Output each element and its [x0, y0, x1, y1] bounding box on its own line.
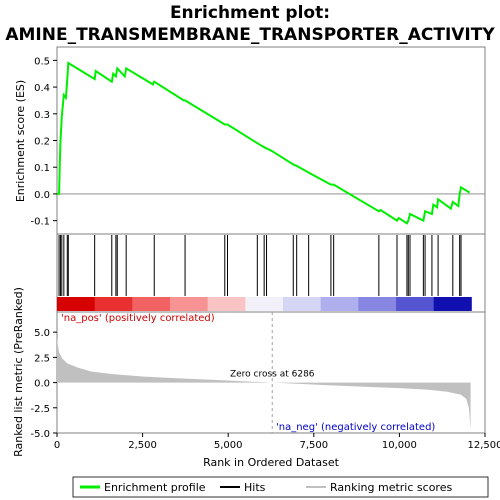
es-y-ticks: -0.1 0.0 0.1 0.2 0.3 0.4 0.5 — [30, 56, 57, 228]
gradient-segment — [433, 297, 472, 311]
metric-y-axis-label: Ranked list metric (PreRanked) — [12, 287, 25, 457]
metric-y-ticks: -5.0 -2.5 0.0 2.5 5.0 — [30, 328, 57, 440]
es-curve — [57, 61, 471, 225]
es-panel-frame — [56, 46, 486, 235]
chart-title-line2: AMINE_TRANSMEMBRANE_TRANSPORTER_ACTIVITY — [5, 25, 495, 45]
gradient-segment — [207, 297, 246, 311]
metric-y-tick-label: 2.5 — [34, 353, 50, 364]
es-y-tick-label: 0.5 — [34, 56, 50, 67]
x-tick-label: 12,500 — [468, 440, 500, 451]
gradient-segment — [282, 297, 322, 311]
x-tick-label: 5,000 — [214, 440, 243, 451]
hit-lines — [58, 235, 462, 296]
x-tick-label: 10,000 — [382, 440, 417, 451]
metric-y-tick-label: -2.5 — [30, 404, 50, 415]
x-tick-label: 0 — [54, 440, 60, 451]
zero-cross-label: Zero cross at 6286 — [230, 370, 315, 380]
ranking-metric-area — [57, 337, 471, 429]
ranking-gradient-bar — [57, 297, 472, 311]
legend-frame — [72, 476, 489, 498]
metric-y-tick-label: -5.0 — [30, 429, 50, 440]
es-y-tick-label: 0.1 — [34, 163, 50, 174]
chart-title-line1: Enrichment plot: — [170, 3, 330, 23]
x-tick-label: 7,500 — [299, 440, 328, 451]
gradient-segment — [358, 297, 397, 311]
x-axis-ticks: 0 2,500 5,000 7,500 10,000 12,500 — [54, 433, 500, 451]
legend-label-enrichment: Enrichment profile — [104, 481, 206, 494]
gradient-segment — [395, 297, 435, 311]
es-y-tick-label: 0.4 — [34, 83, 50, 94]
metric-y-tick-label: 0.0 — [34, 379, 50, 390]
pos-correlated-label: 'na_pos' (positively correlated) — [61, 313, 215, 324]
es-y-axis-label: Enrichment score (ES) — [14, 80, 27, 202]
x-axis-label: Rank in Ordered Dataset — [203, 456, 340, 469]
es-y-tick-label: 0.3 — [34, 110, 50, 121]
hits-panel — [56, 233, 486, 313]
legend-label-hits: Hits — [244, 481, 266, 494]
metric-panel-frame — [56, 311, 486, 434]
legend: Enrichment profile Hits Ranking metric s… — [72, 476, 489, 498]
gradient-segment — [57, 297, 96, 311]
es-panel: -0.1 0.0 0.1 0.2 0.3 0.4 0.5 Enrichment score … — [14, 46, 486, 235]
neg-correlated-label: 'na_neg' (negatively correlated) — [276, 422, 435, 433]
gradient-segment — [94, 297, 133, 311]
es-y-tick-label: 0.2 — [34, 137, 50, 148]
gradient-segment — [169, 297, 209, 311]
x-tick-label: 2,500 — [128, 440, 157, 451]
gradient-segment — [320, 297, 359, 311]
es-y-tick-label: 0.0 — [34, 190, 50, 201]
gradient-segment — [245, 297, 284, 311]
metric-y-tick-label: 5.0 — [34, 328, 50, 339]
legend-label-metric: Ranking metric scores — [330, 481, 452, 494]
es-y-tick-label: -0.1 — [30, 217, 50, 228]
gradient-segment — [132, 297, 171, 311]
metric-panel: -5.0 -2.5 0.0 2.5 5.0 Zero cross at 6286 'na… — [12, 287, 486, 457]
